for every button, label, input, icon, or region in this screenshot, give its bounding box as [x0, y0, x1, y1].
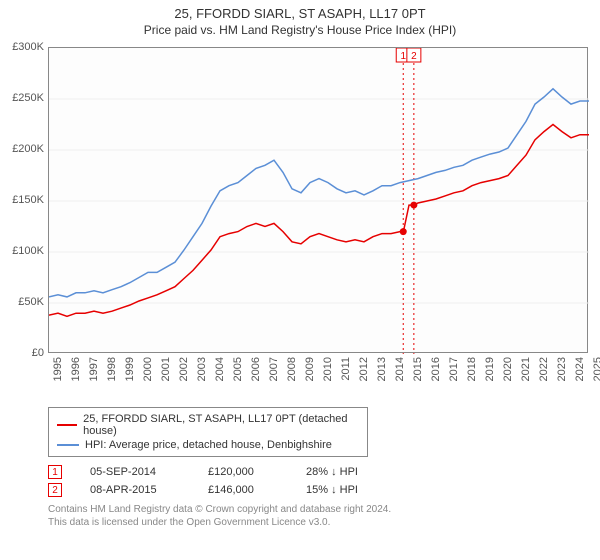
x-tick-label: 1998: [106, 357, 118, 381]
sale-date: 08-APR-2015: [90, 484, 180, 496]
sale-row: 2 08-APR-2015 £146,000 15% ↓ HPI: [48, 481, 588, 499]
sale-delta: 15% ↓ HPI: [306, 484, 416, 496]
plot-svg: 12: [49, 48, 589, 354]
x-tick-label: 2023: [556, 357, 568, 381]
svg-text:2: 2: [411, 51, 417, 62]
x-tick-label: 2021: [520, 357, 532, 381]
x-tick-label: 2002: [178, 357, 190, 381]
x-tick-label: 2015: [412, 357, 424, 381]
x-tick-label: 1995: [52, 357, 64, 381]
sales-table: 1 05-SEP-2014 £120,000 28% ↓ HPI 2 08-APR-201…: [48, 463, 588, 499]
sale-marker-icon: 2: [48, 483, 62, 497]
legend-swatch: [57, 424, 77, 426]
x-tick-label: 2000: [142, 357, 154, 381]
x-tick-label: 1997: [88, 357, 100, 381]
x-tick-label: 1999: [124, 357, 136, 381]
x-tick-label: 2020: [502, 357, 514, 381]
sale-marker-icon: 1: [48, 465, 62, 479]
y-tick-label: £300K: [12, 41, 44, 53]
footer-line: This data is licensed under the Open Gov…: [48, 516, 588, 529]
x-tick-label: 2010: [322, 357, 334, 381]
x-tick-label: 2008: [286, 357, 298, 381]
sale-price: £120,000: [208, 466, 278, 478]
y-tick-label: £100K: [12, 245, 44, 257]
chart-area: £0£50K£100K£150K£200K£250K£300K 12 19951…: [0, 43, 600, 403]
legend-swatch: [57, 444, 79, 446]
x-tick-label: 2011: [340, 357, 352, 381]
y-tick-label: £50K: [18, 296, 44, 308]
x-tick-label: 2003: [196, 357, 208, 381]
x-tick-label: 2009: [304, 357, 316, 381]
x-tick-label: 2019: [484, 357, 496, 381]
footer-attribution: Contains HM Land Registry data © Crown c…: [48, 503, 588, 529]
plot-area: 12: [48, 47, 588, 353]
x-axis: 1995 1996 1997 1998 1999 2000 2001 2002 2003 2004…: [48, 355, 588, 401]
sale-price: £146,000: [208, 484, 278, 496]
legend: 25, FFORDD SIARL, ST ASAPH, LL17 0PT (de…: [48, 407, 368, 457]
svg-text:1: 1: [400, 51, 406, 62]
y-tick-label: £0: [32, 347, 44, 359]
x-tick-label: 2024: [574, 357, 586, 381]
page-title: 25, FFORDD SIARL, ST ASAPH, LL17 0PT: [0, 0, 600, 21]
sale-row: 1 05-SEP-2014 £120,000 28% ↓ HPI: [48, 463, 588, 481]
page-subtitle: Price paid vs. HM Land Registry's House …: [0, 21, 600, 43]
x-tick-label: 2012: [358, 357, 370, 381]
sale-date: 05-SEP-2014: [90, 466, 180, 478]
y-tick-label: £150K: [12, 194, 44, 206]
legend-item: HPI: Average price, detached house, Denb…: [57, 438, 359, 452]
x-tick-label: 2016: [430, 357, 442, 381]
x-tick-label: 2018: [466, 357, 478, 381]
y-tick-label: £250K: [12, 92, 44, 104]
x-tick-label: 2001: [160, 357, 172, 381]
footer-line: Contains HM Land Registry data © Crown c…: [48, 503, 588, 516]
x-tick-label: 2022: [538, 357, 550, 381]
y-axis: £0£50K£100K£150K£200K£250K£300K: [0, 43, 48, 353]
legend-item: 25, FFORDD SIARL, ST ASAPH, LL17 0PT (de…: [57, 412, 359, 438]
x-tick-label: 2013: [376, 357, 388, 381]
legend-label: 25, FFORDD SIARL, ST ASAPH, LL17 0PT (de…: [83, 413, 359, 437]
x-tick-label: 2014: [394, 357, 406, 381]
legend-label: HPI: Average price, detached house, Denb…: [85, 439, 332, 451]
x-tick-label: 2005: [232, 357, 244, 381]
x-tick-label: 2017: [448, 357, 460, 381]
x-tick-label: 2007: [268, 357, 280, 381]
sale-delta: 28% ↓ HPI: [306, 466, 416, 478]
x-tick-label: 2025: [592, 357, 600, 381]
x-tick-label: 1996: [70, 357, 82, 381]
x-tick-label: 2006: [250, 357, 262, 381]
x-tick-label: 2004: [214, 357, 226, 381]
y-tick-label: £200K: [12, 143, 44, 155]
